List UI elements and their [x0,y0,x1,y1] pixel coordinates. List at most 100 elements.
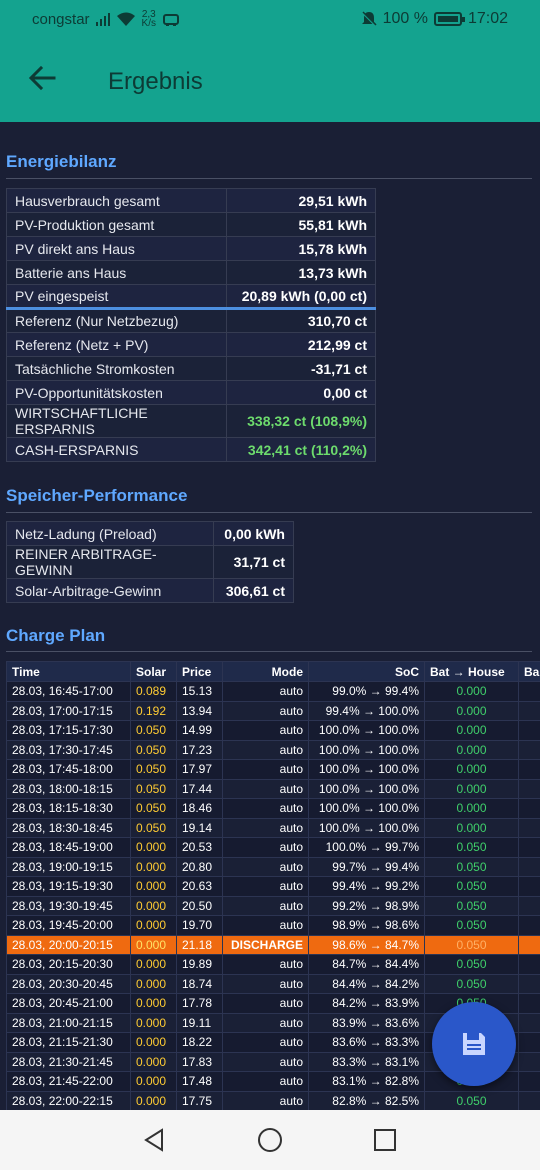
kv-label: Batterie ans Haus [6,260,227,285]
table-row[interactable]: 28.03, 20:45-21:00 0.000 17.78 auto 84.2% → … [6,993,540,1014]
mode-cell: auto [222,798,309,819]
ba-cell [518,1090,540,1110]
time-cell: 28.03, 20:15-20:30 [6,954,131,975]
table-row[interactable]: 28.03, 20:00-20:15 0.000 21.18 DISCHARGE 98.… [6,934,540,955]
table-row[interactable]: 28.03, 20:30-20:45 0.000 18.74 auto 84.4% → … [6,973,540,994]
table-row[interactable]: 28.03, 19:30-19:45 0.000 20.50 auto 99.2% → … [6,895,540,916]
soc-cell: 84.7% → 84.4% [308,954,425,975]
price-cell: 20.53 [176,837,223,858]
ba-cell [518,934,540,955]
table-row[interactable]: 28.03, 17:00-17:15 0.192 13.94 auto 99.4% → … [6,700,540,721]
column-header[interactable]: Ba [518,661,540,682]
soc-cell: 100.0% → 100.0% [308,720,425,741]
soc-cell: 98.9% → 98.6% [308,915,425,936]
charge-plan-divider [6,651,532,652]
mode-cell: auto [222,1090,309,1110]
kv-label: PV-Opportunitätskosten [6,380,227,405]
save-button[interactable] [432,1002,516,1086]
time-cell: 28.03, 22:00-22:15 [6,1090,131,1110]
kv-row: Solar-Arbitrage-Gewinn 306,61 ct [6,578,294,603]
table-row[interactable]: 28.03, 19:15-19:30 0.000 20.63 auto 99.4% → … [6,876,540,897]
result-content[interactable]: Energiebilanz Hausverbrauch gesamt 29,51 … [0,122,540,1110]
kv-value: 55,81 kWh [226,212,376,237]
bat-house-cell: 0.050 [424,895,519,916]
bat-house-cell: 0.050 [424,837,519,858]
soc-cell: 99.2% → 98.9% [308,895,425,916]
price-cell: 18.74 [176,973,223,994]
soc-cell: 100.0% → 100.0% [308,759,425,780]
app-bar: Ergebnis [0,40,540,122]
time-cell: 28.03, 21:15-21:30 [6,1032,131,1053]
ba-cell [518,915,540,936]
table-row[interactable]: 28.03, 16:45-17:00 0.089 15.13 auto 99.0% → … [6,681,540,702]
column-header[interactable]: Time [6,661,131,682]
table-row[interactable]: 28.03, 18:30-18:45 0.050 19.14 auto 100.0% →… [6,817,540,838]
table-row[interactable]: 28.03, 20:15-20:30 0.000 19.89 auto 84.7% → … [6,954,540,975]
soc-cell: 84.4% → 84.2% [308,973,425,994]
table-row[interactable]: 28.03, 18:00-18:15 0.050 17.44 auto 100.0% →… [6,778,540,799]
column-header[interactable]: SoC [308,661,425,682]
table-row[interactable]: 28.03, 17:45-18:00 0.050 17.97 auto 100.0% →… [6,759,540,780]
column-header[interactable]: Mode [222,661,309,682]
circle-home-icon[interactable] [256,1126,284,1154]
mode-cell: auto [222,993,309,1014]
bat-house-cell: 0.000 [424,817,519,838]
time-cell: 28.03, 18:15-18:30 [6,798,131,819]
kv-value: 13,73 kWh [226,260,376,285]
time-cell: 28.03, 17:00-17:15 [6,700,131,721]
kv-row: CASH-ERSPARNIS 342,41 ct (110,2%) [6,437,376,462]
kv-row: PV eingespeist 20,89 kWh (0,00 ct) [6,284,376,310]
kv-label: WIRTSCHAFTLICHE ERSPARNIS [6,404,227,438]
soc-cell: 99.7% → 99.4% [308,856,425,877]
table-row[interactable]: 28.03, 19:00-19:15 0.000 20.80 auto 99.7% → … [6,856,540,877]
ba-cell [518,1071,540,1092]
mode-cell: auto [222,739,309,760]
system-nav-bar [0,1110,540,1170]
square-recent-icon[interactable] [371,1126,399,1154]
column-header[interactable]: Solar [130,661,177,682]
price-cell: 18.22 [176,1032,223,1053]
bat-house-cell: 0.050 [424,954,519,975]
soc-cell: 98.6% → 84.7% [308,934,425,955]
table-row[interactable]: 28.03, 22:00-22:15 0.000 17.75 auto 82.8% → … [6,1090,540,1110]
ba-cell [518,720,540,741]
table-row[interactable]: 28.03, 17:30-17:45 0.050 17.23 auto 100.0% →… [6,739,540,760]
price-cell: 17.83 [176,1051,223,1072]
table-row[interactable]: 28.03, 18:15-18:30 0.050 18.46 auto 100.0% →… [6,798,540,819]
table-row[interactable]: 28.03, 19:45-20:00 0.000 19.70 auto 98.9% → … [6,915,540,936]
price-cell: 17.75 [176,1090,223,1110]
kv-row: WIRTSCHAFTLICHE ERSPARNIS 338,32 ct (108,… [6,404,376,438]
table-row[interactable]: 28.03, 17:15-17:30 0.050 14.99 auto 100.0% →… [6,720,540,741]
price-cell: 18.46 [176,798,223,819]
mode-cell: auto [222,837,309,858]
kv-row: Batterie ans Haus 13,73 kWh [6,260,376,285]
mode-cell: DISCHARGE [222,934,309,955]
ba-cell [518,895,540,916]
soc-cell: 83.1% → 82.8% [308,1071,425,1092]
column-header[interactable]: Price [176,661,223,682]
speicher-title: Speicher-Performance [6,486,188,505]
carrier-name: congstar [32,10,90,28]
column-header[interactable]: Bat → House [424,661,519,682]
mode-cell: auto [222,915,309,936]
soc-cell: 83.3% → 83.1% [308,1051,425,1072]
kv-value: 15,78 kWh [226,236,376,261]
bat-house-cell: 0.050 [424,934,519,955]
ba-cell [518,876,540,897]
soc-cell: 99.4% → 99.2% [308,876,425,897]
arrow-left-icon[interactable] [26,62,58,94]
price-cell: 17.97 [176,759,223,780]
charge-plan-title: Charge Plan [6,626,106,645]
speicher-table: Netz-Ladung (Preload) 0,00 kWh REINER ARBI… [6,521,294,603]
charge-plan-table[interactable]: Time Solar Price Mode SoC Bat → House Ba 28.03… [6,661,540,1110]
triangle-back-icon[interactable] [140,1126,168,1154]
solar-cell: 0.000 [130,895,177,916]
time-cell: 28.03, 18:30-18:45 [6,817,131,838]
soc-cell: 82.8% → 82.5% [308,1090,425,1110]
mode-cell: auto [222,1032,309,1053]
solar-cell: 0.050 [130,720,177,741]
price-cell: 17.48 [176,1071,223,1092]
battery-icon [433,12,465,26]
mode-cell: auto [222,700,309,721]
table-row[interactable]: 28.03, 18:45-19:00 0.000 20.53 auto 100.0% →… [6,837,540,858]
